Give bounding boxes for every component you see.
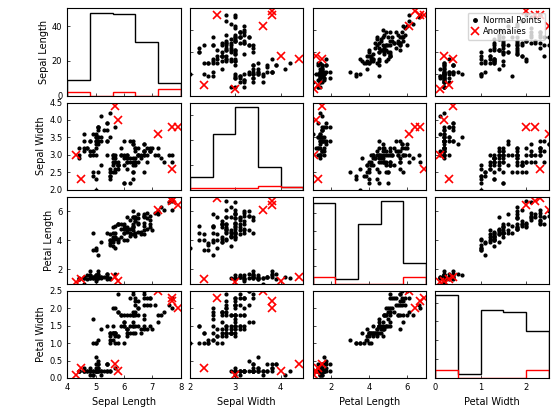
Y-axis label: Petal Width: Petal Width [36,307,46,362]
Legend: Normal Points, Anomalies: Normal Points, Anomalies [468,13,545,40]
Y-axis label: Sepal Width: Sepal Width [36,117,46,176]
Y-axis label: Petal Length: Petal Length [44,210,54,271]
X-axis label: Petal Length: Petal Length [339,397,400,407]
X-axis label: Sepal Length: Sepal Length [92,397,156,407]
Y-axis label: Sepal Length: Sepal Length [39,20,49,84]
X-axis label: Petal Width: Petal Width [464,397,520,407]
X-axis label: Sepal Width: Sepal Width [217,397,276,407]
